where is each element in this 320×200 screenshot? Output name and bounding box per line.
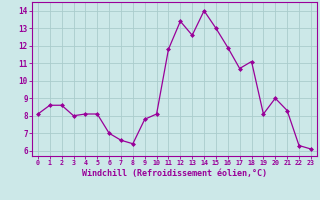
- X-axis label: Windchill (Refroidissement éolien,°C): Windchill (Refroidissement éolien,°C): [82, 169, 267, 178]
